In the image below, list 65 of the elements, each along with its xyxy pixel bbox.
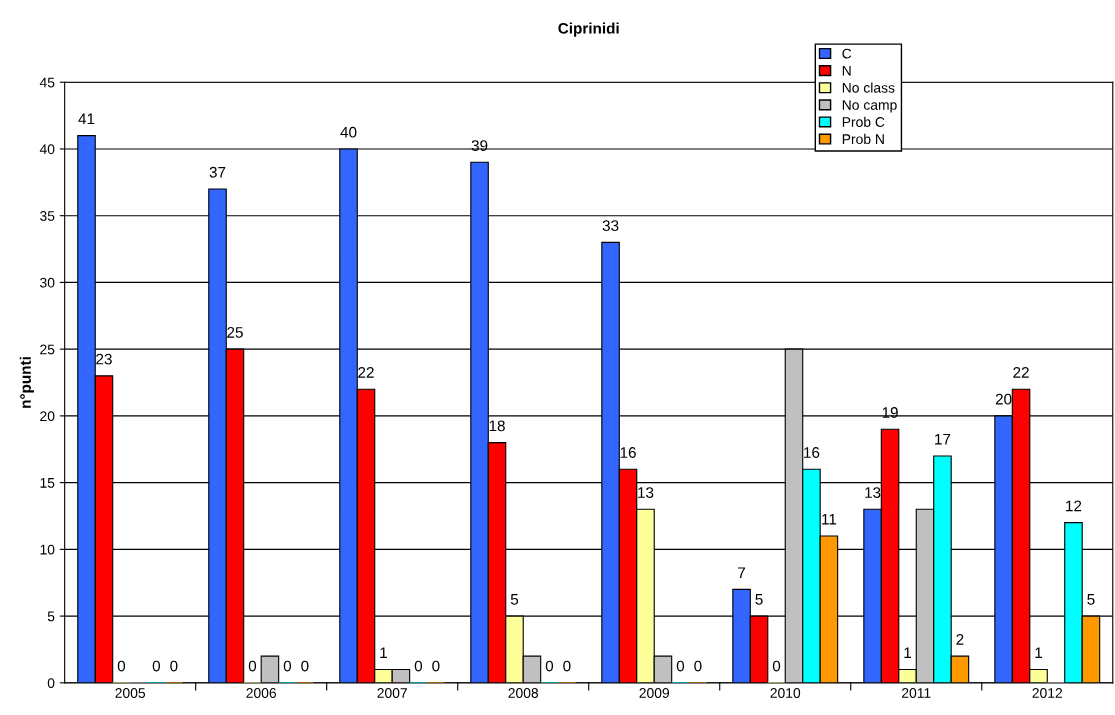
data-label: 0 (676, 660, 685, 672)
data-label: 22 (1013, 367, 1029, 378)
data-label: 17 (935, 433, 951, 445)
data-label: 39 (471, 140, 488, 151)
data-label: 11 (822, 514, 837, 525)
legend-label: Prob C (842, 116, 885, 127)
y-tick-label: 15 (40, 478, 55, 488)
legend-label: Prob N (842, 133, 884, 145)
data-label: 0 (170, 660, 178, 672)
data-label: 25 (227, 326, 243, 338)
data-label: 1 (1035, 647, 1043, 658)
data-label: 7 (738, 567, 746, 578)
data-label: 0 (545, 660, 554, 672)
data-label: 16 (620, 447, 636, 458)
data-label: 37 (209, 166, 226, 178)
data-label: 40 (340, 126, 357, 138)
x-tick-label: 2006 (246, 688, 277, 698)
data-label: 13 (638, 487, 654, 498)
y-tick-label: 5 (47, 611, 55, 622)
data-label: 1 (380, 647, 387, 658)
chart-title: Ciprinidi (558, 22, 619, 37)
x-tick-label: 2011 (902, 688, 931, 698)
y-tick-label: 0 (47, 678, 55, 688)
data-label: 41 (78, 113, 95, 125)
legend-label: N (842, 65, 851, 76)
data-label: 5 (1087, 594, 1095, 605)
data-label: 5 (755, 594, 763, 605)
y-tick-label: 25 (40, 344, 55, 355)
data-label: 33 (602, 220, 619, 232)
data-label: 12 (1066, 500, 1082, 512)
legend-label: No class (842, 82, 895, 93)
data-label: 2 (956, 633, 964, 645)
data-label: 0 (283, 660, 292, 672)
data-label: 18 (489, 420, 505, 432)
data-label: 0 (772, 660, 781, 672)
data-label: 5 (510, 594, 519, 605)
y-tick-label: 45 (39, 77, 55, 88)
data-label: 22 (358, 367, 374, 378)
data-label: 13 (865, 487, 881, 498)
data-label: 0 (432, 660, 440, 672)
data-label: 0 (248, 660, 257, 672)
y-tick-label: 40 (39, 144, 55, 155)
data-label: 16 (804, 447, 820, 458)
data-label: 1 (904, 647, 912, 658)
data-label: 23 (96, 353, 112, 365)
x-tick-label: 2008 (508, 688, 539, 698)
y-tick-label: 20 (40, 411, 55, 422)
legend-label: C (842, 48, 852, 59)
data-label: 0 (301, 660, 309, 672)
data-label: 0 (563, 660, 571, 672)
y-tick-label: 30 (40, 277, 55, 288)
data-label: 0 (414, 660, 423, 672)
x-tick-label: 2005 (115, 688, 146, 698)
data-label: 0 (152, 660, 161, 672)
y-axis-title: n°punti (19, 357, 34, 408)
x-tick-label: 2010 (770, 688, 801, 698)
x-tick-label: 2007 (377, 688, 407, 698)
data-label: 20 (995, 393, 1012, 405)
data-label: 0 (694, 660, 702, 672)
y-tick-label: 35 (40, 211, 55, 221)
y-tick-label: 10 (40, 544, 55, 555)
x-tick-label: 2009 (639, 688, 670, 698)
legend-label: No camp (842, 100, 897, 113)
x-tick-label: 2012 (1032, 688, 1063, 698)
data-label: 0 (117, 660, 126, 672)
